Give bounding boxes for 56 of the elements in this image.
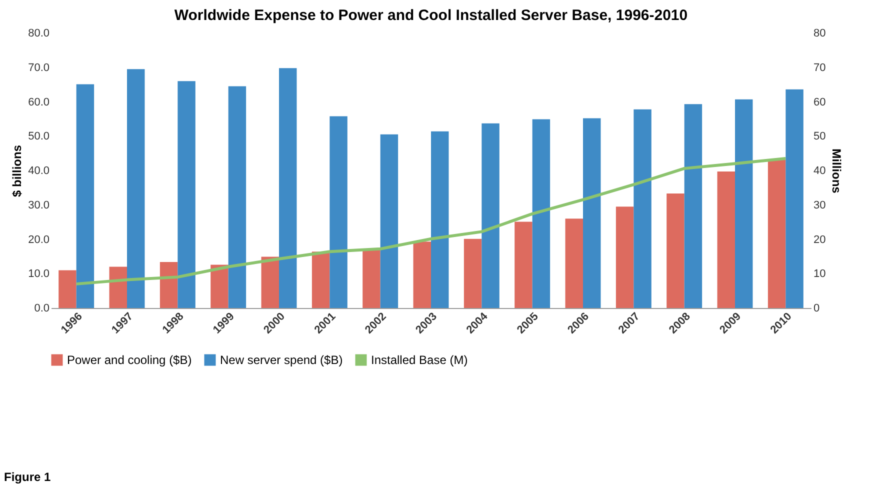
y2-tick-label: 0 [814, 302, 820, 314]
bar [312, 252, 330, 308]
bar [666, 194, 684, 308]
y-tick-label: 40.0 [28, 165, 50, 177]
bar [431, 131, 449, 308]
y-tick-label: 20.0 [28, 234, 50, 246]
bar [127, 69, 145, 308]
bar [616, 206, 634, 308]
bar [482, 123, 500, 308]
y-tick-label: 70.0 [28, 62, 50, 74]
bar [532, 119, 550, 308]
bar [380, 134, 398, 308]
bar [58, 270, 76, 308]
legend-label: Power and cooling ($B) [67, 353, 192, 367]
bar [717, 172, 735, 308]
bar [228, 86, 246, 308]
bar [362, 250, 380, 308]
bar [786, 89, 804, 308]
y2-tick-label: 80 [814, 28, 826, 40]
bar [565, 218, 583, 308]
bar [76, 84, 94, 308]
bar [413, 242, 431, 308]
bar [735, 99, 753, 308]
y-tick-label: 50.0 [28, 130, 50, 143]
bar [330, 116, 348, 308]
y2-tick-label: 50 [814, 130, 826, 143]
y2-tick-label: 40 [814, 165, 826, 177]
y2-tick-label: 30 [814, 199, 826, 212]
y2-tick-label: 60 [814, 96, 826, 108]
bar [464, 238, 482, 308]
bar [634, 109, 652, 308]
bar [684, 104, 702, 308]
bar [210, 264, 228, 308]
y-tick-label: 0.0 [34, 302, 50, 314]
bar [178, 81, 196, 308]
y-axis-title: $ billions [10, 144, 24, 198]
bar [583, 118, 601, 308]
bar [261, 256, 279, 308]
line-series [74, 156, 788, 286]
legend-label: New server spend ($B) [220, 353, 343, 367]
y-tick-label: 80.0 [28, 28, 50, 40]
chart-title: Worldwide Expense to Power and Cool Installed Server Base, 1996-2010 [174, 7, 688, 24]
y2-tick-label: 20 [814, 234, 826, 246]
y2-tick-label: 10 [814, 268, 826, 280]
bar [160, 262, 178, 308]
bar [279, 68, 297, 308]
y2-axis-title: Millions [830, 148, 844, 194]
y2-tick-label: 70 [814, 62, 826, 74]
y-tick-label: 60.0 [28, 96, 50, 108]
caption: Figure 1 [4, 470, 51, 484]
bar [768, 160, 786, 308]
y-tick-label: 10.0 [28, 268, 50, 280]
bar [109, 266, 127, 308]
bar [514, 222, 532, 308]
y-tick-label: 30.0 [28, 199, 50, 212]
legend-label: Installed Base (M) [371, 353, 468, 367]
